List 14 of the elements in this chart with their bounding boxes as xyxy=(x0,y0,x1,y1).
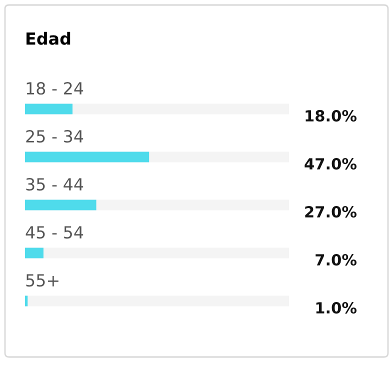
bar xyxy=(25,248,44,258)
y-tick-label: 18 - 24 xyxy=(26,82,84,95)
y-tick-label: 25 - 34 xyxy=(26,130,84,143)
bar xyxy=(25,296,28,306)
bar xyxy=(25,104,73,114)
y-tick-label: 55+ xyxy=(26,274,58,287)
y-tick-label: 45 - 54 xyxy=(26,226,84,239)
chart-title: Edad xyxy=(26,32,70,45)
data-label: 1.0% xyxy=(316,302,357,314)
data-label: 27.0% xyxy=(305,206,357,218)
y-tick-label: 35 - 44 xyxy=(26,178,84,191)
data-label: 47.0% xyxy=(304,158,357,170)
data-label: 18.0% xyxy=(306,110,357,122)
data-label: 7.0% xyxy=(316,254,357,266)
